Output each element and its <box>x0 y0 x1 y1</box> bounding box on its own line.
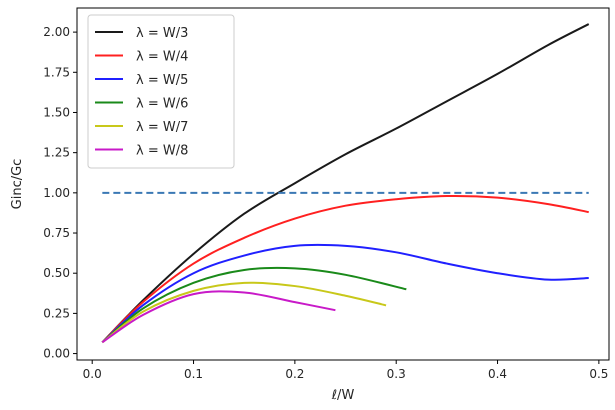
legend: λ = W/3 λ = W/4 λ = W/5 λ = W/6 λ = W/7 λ = W… <box>87 14 235 169</box>
y-tick-label: 0.50 <box>43 266 70 280</box>
y-tick-label: 2.00 <box>43 25 70 39</box>
y-tick-label: 1.50 <box>43 105 70 119</box>
y-tick-label: 0.00 <box>43 347 70 361</box>
y-axis-label: Ginc/Gc <box>10 159 25 210</box>
series-line-1 <box>101 23 590 344</box>
legend-label: λ = W/4 <box>136 50 188 65</box>
x-tick-label: 0.2 <box>285 367 304 381</box>
legend-label: λ = W/5 <box>136 73 188 88</box>
x-tick-label: 0.3 <box>387 367 406 381</box>
plot-frame <box>76 7 610 361</box>
legend-label: λ = W/8 <box>136 144 188 159</box>
x-tick-label: 0.4 <box>488 367 507 381</box>
series-line-2 <box>101 194 589 344</box>
series-lines <box>101 23 590 344</box>
legend-box <box>87 14 235 169</box>
x-tick-label: 0.0 <box>83 367 102 381</box>
series-line-3 <box>101 243 589 344</box>
y-tick-label: 1.75 <box>43 65 70 79</box>
legend-label: λ = W/7 <box>136 120 188 135</box>
y-tick-label: 0.25 <box>43 306 70 320</box>
x-axis-label: ℓ/W <box>331 388 355 403</box>
y-tick-label: 0.75 <box>43 226 70 240</box>
x-tick-label: 0.1 <box>184 367 203 381</box>
legend-label: λ = W/6 <box>136 97 188 112</box>
y-tick-label: 1.25 <box>43 146 70 160</box>
legend-label: λ = W/3 <box>136 26 188 41</box>
series-line-4 <box>101 266 407 344</box>
x-axis-ticks: 0.0 0.1 0.2 0.3 0.4 0.5 <box>83 360 608 381</box>
x-tick-label: 0.5 <box>589 367 608 381</box>
y-axis-ticks: 0.00 0.25 0.50 0.75 1.00 1.25 1.50 1.75 2.00 <box>43 25 77 361</box>
y-tick-label: 1.00 <box>43 186 70 200</box>
series-line-5 <box>101 281 387 344</box>
series-line-6 <box>101 290 336 344</box>
